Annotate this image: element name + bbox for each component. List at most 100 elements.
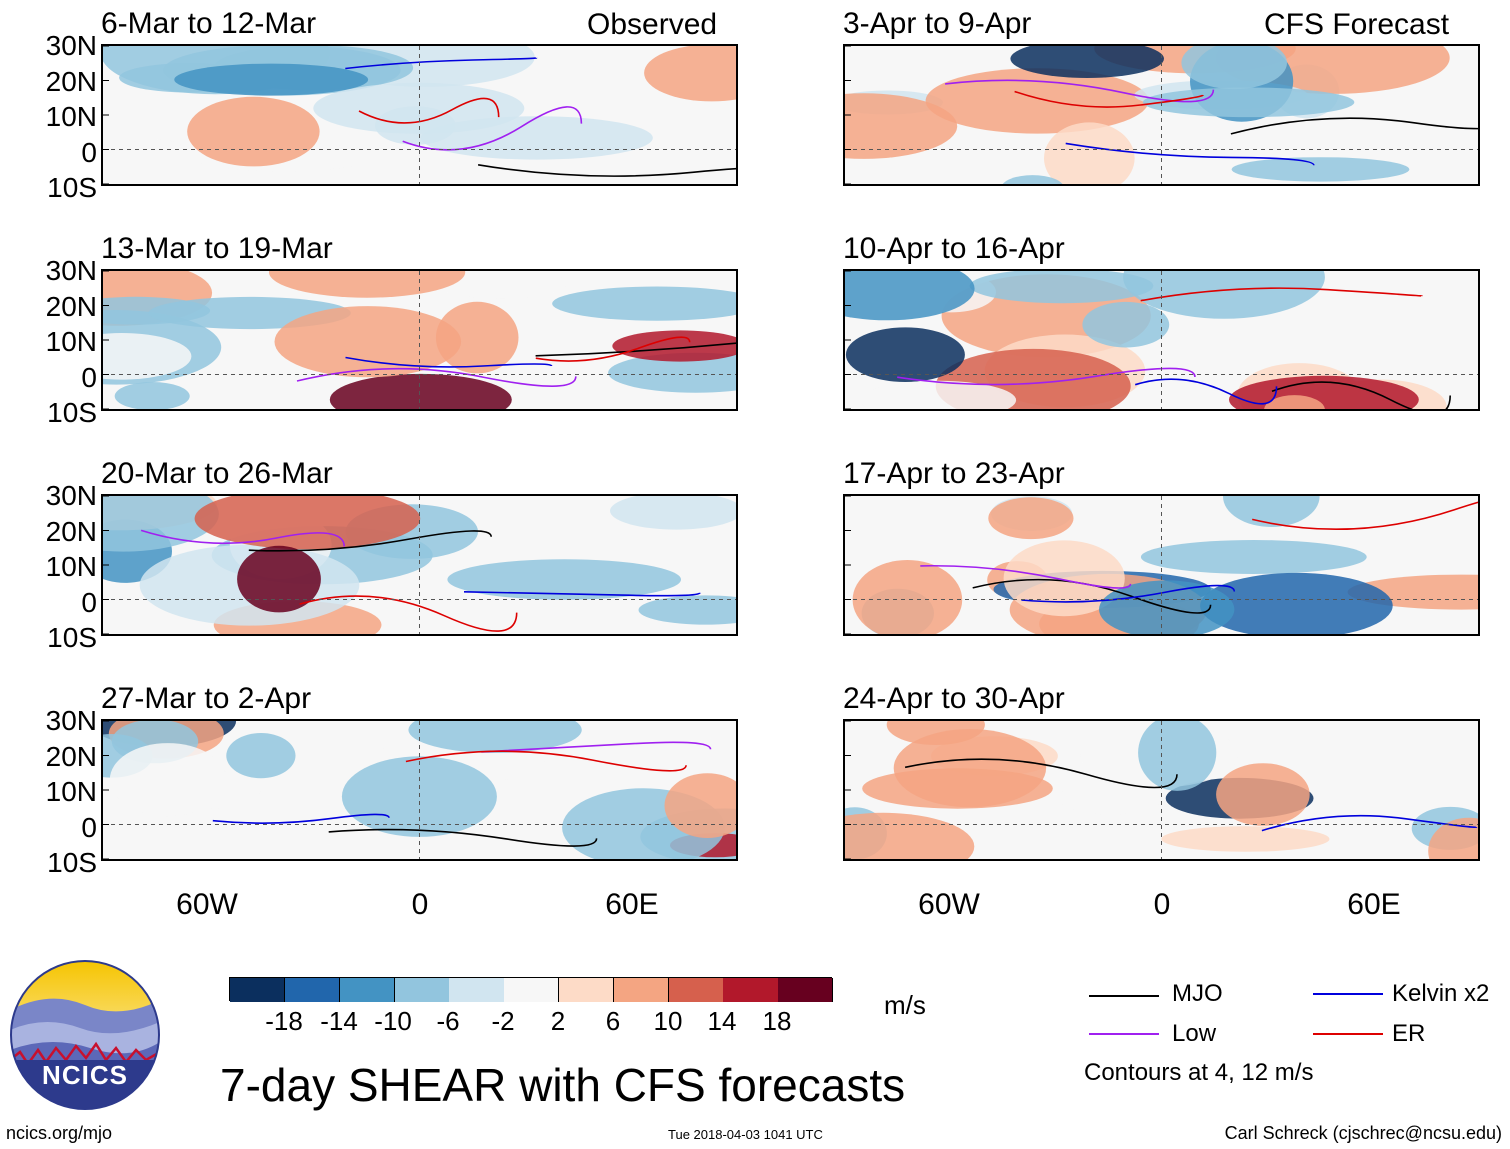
contour-low bbox=[920, 564, 1132, 589]
contour-note: Contours at 4, 12 m/s bbox=[1084, 1059, 1314, 1086]
shear-field bbox=[103, 721, 736, 859]
y-tick-label: 10N bbox=[45, 776, 97, 807]
contour-kelvin-x2 bbox=[1134, 378, 1278, 405]
y-tick-label: 30N bbox=[45, 30, 97, 61]
panel-title: 6-Mar to 12-Mar bbox=[101, 7, 317, 40]
contour-kelvin-x2 bbox=[345, 57, 538, 70]
shear-anomaly-blob bbox=[1181, 46, 1287, 90]
y-tick-label: 20N bbox=[45, 291, 97, 322]
shear-anomaly-blob bbox=[237, 545, 321, 613]
y-tick-label: 10N bbox=[45, 101, 97, 132]
legend-swatch-er bbox=[1313, 1033, 1383, 1035]
shear-anomaly-blob bbox=[226, 733, 296, 779]
colorbar-level-label: -14 bbox=[320, 1006, 358, 1036]
y-tick-label: 10N bbox=[45, 551, 97, 582]
shear-anomaly-blob bbox=[329, 373, 512, 409]
shear-anomaly-blob bbox=[1223, 496, 1320, 527]
map-panel bbox=[101, 719, 738, 861]
shear-anomaly-blob bbox=[612, 330, 736, 362]
panel-title: 3-Apr to 9-Apr bbox=[843, 7, 1032, 40]
map-panel bbox=[843, 269, 1480, 411]
units-label: m/s bbox=[884, 990, 926, 1020]
contour-er bbox=[1252, 501, 1478, 531]
shear-anomaly-blob bbox=[187, 96, 320, 167]
contour-kelvin-x2 bbox=[212, 813, 390, 824]
colorbar-swatch bbox=[558, 978, 615, 1002]
shear-anomaly-blob bbox=[103, 496, 219, 552]
y-tick-label: 10N bbox=[45, 326, 97, 357]
shear-anomaly-blob bbox=[1231, 157, 1410, 182]
map-panel bbox=[101, 269, 738, 411]
shear-anomaly-blob bbox=[610, 496, 736, 530]
shear-anomaly-blob bbox=[103, 333, 192, 380]
colorbar-level-label: 10 bbox=[653, 1006, 683, 1036]
y-tick-label: 0 bbox=[81, 812, 97, 843]
footer-credit[interactable]: Carl Schreck (cjschrec@ncsu.edu) bbox=[1224, 1123, 1502, 1143]
contour-mjo bbox=[477, 164, 736, 177]
colorbar-level-label: 6 bbox=[605, 1006, 621, 1036]
contour-kelvin-x2 bbox=[463, 591, 701, 597]
shear-field bbox=[845, 721, 1478, 859]
y-tick-label: 10S bbox=[47, 172, 97, 203]
panel-title: 24-Apr to 30-Apr bbox=[843, 682, 1065, 715]
colorbar-swatch bbox=[339, 978, 395, 1002]
shear-anomaly-blob bbox=[435, 301, 519, 374]
shear-field bbox=[845, 496, 1478, 634]
shear-anomaly-blob bbox=[925, 68, 1149, 134]
colorbar-swatch bbox=[449, 978, 505, 1002]
contour-low bbox=[296, 367, 577, 387]
colorbar-swatch bbox=[394, 978, 450, 1002]
shear-anomaly-blob bbox=[274, 306, 462, 378]
legend-label: Low bbox=[1172, 1020, 1217, 1047]
shear-anomaly-blob bbox=[969, 271, 1154, 304]
shear-anomaly-blob bbox=[664, 773, 736, 838]
shear-anomaly-blob bbox=[1216, 763, 1310, 826]
map-panel bbox=[843, 494, 1480, 636]
legend-swatch-kelvin-x2 bbox=[1313, 993, 1383, 995]
x-tick-label: 0 bbox=[1153, 888, 1171, 921]
panel-title: 13-Mar to 19-Mar bbox=[101, 232, 333, 265]
y-tick-label: 10S bbox=[47, 622, 97, 653]
shear-anomaly-blob bbox=[1123, 271, 1325, 319]
legend-label: Kelvin x2 bbox=[1392, 980, 1490, 1007]
shear-anomaly-blob bbox=[852, 560, 963, 634]
y-tick-label: 20N bbox=[45, 66, 97, 97]
legend-swatch-low bbox=[1089, 1033, 1159, 1035]
shear-anomaly-blob bbox=[447, 559, 681, 600]
shear-anomaly-blob bbox=[174, 63, 369, 96]
contour-er bbox=[405, 750, 687, 772]
shear-field bbox=[103, 46, 736, 184]
panel-tag-1: CFS Forecast bbox=[1264, 8, 1450, 41]
y-tick-label: 30N bbox=[45, 705, 97, 736]
contour-er bbox=[299, 595, 518, 632]
colorbar-level-label: -10 bbox=[374, 1006, 412, 1036]
x-tick-label: 60W bbox=[918, 888, 980, 921]
x-tick-label: 60E bbox=[1347, 888, 1401, 921]
shear-anomaly-blob bbox=[845, 93, 958, 159]
shear-anomaly-blob bbox=[313, 82, 525, 134]
contour-low bbox=[945, 79, 1215, 103]
contour-er bbox=[1014, 90, 1204, 108]
y-tick-label: 20N bbox=[45, 741, 97, 772]
shear-anomaly-blob bbox=[1428, 817, 1478, 859]
x-tick-label: 0 bbox=[411, 888, 429, 921]
contour-low bbox=[897, 367, 1196, 386]
contour-kelvin-x2 bbox=[345, 356, 553, 368]
footer-url[interactable]: ncics.org/mjo bbox=[6, 1123, 113, 1143]
contour-mjo bbox=[328, 828, 598, 847]
x-tick-label: 60W bbox=[176, 888, 238, 921]
shear-anomaly-blob bbox=[1140, 540, 1367, 574]
shear-anomaly-blob bbox=[1058, 781, 1163, 815]
contour-kelvin-x2 bbox=[1261, 814, 1478, 832]
contour-mjo bbox=[535, 342, 736, 357]
logo-text: NCICS bbox=[42, 1060, 128, 1090]
panel-title: 17-Apr to 23-Apr bbox=[843, 457, 1065, 490]
shear-anomaly-blob bbox=[552, 286, 736, 321]
logo-graphic bbox=[10, 960, 160, 1110]
y-tick-label: 10S bbox=[47, 397, 97, 428]
shear-anomaly-blob bbox=[860, 380, 1017, 409]
shear-anomaly-blob bbox=[1138, 721, 1217, 791]
shear-anomaly-blob bbox=[1010, 46, 1164, 78]
shear-anomaly-blob bbox=[1003, 540, 1125, 617]
contour-er bbox=[1140, 287, 1423, 302]
